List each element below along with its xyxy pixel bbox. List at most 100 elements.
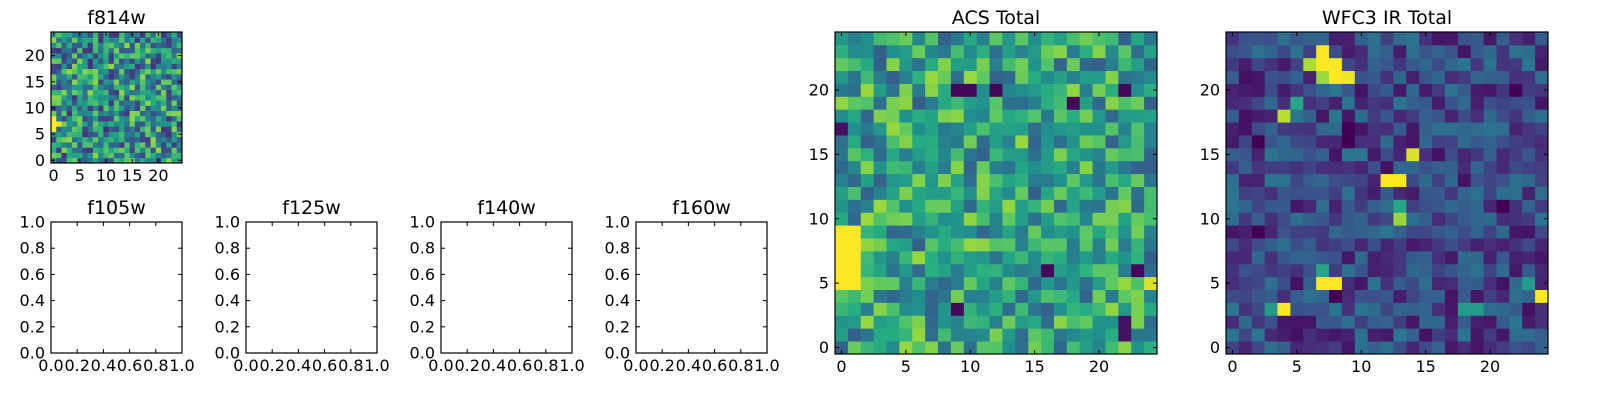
- heatmap-cell: [1522, 341, 1536, 355]
- heatmap-cell: [1066, 160, 1081, 175]
- heatmap-cell: [873, 173, 887, 187]
- heatmap-cell: [171, 63, 178, 70]
- heatmap-cell: [1251, 225, 1266, 239]
- heatmap-cell: [66, 126, 73, 132]
- heatmap-cell: [1329, 341, 1343, 355]
- heatmap-cell: [1238, 289, 1253, 303]
- heatmap-cell: [963, 135, 978, 149]
- heatmap-cell: [1419, 160, 1433, 175]
- heatmap-cell: [145, 32, 151, 38]
- heatmap-cell: [108, 126, 115, 132]
- heatmap-cell: [92, 131, 99, 138]
- heatmap-cell: [1496, 315, 1510, 329]
- heatmap-cell: [1470, 44, 1484, 59]
- heatmap-cell: [108, 142, 115, 148]
- heatmap-cell: [1316, 238, 1330, 252]
- heatmap-cell: [1226, 135, 1240, 149]
- y-tick-label: 0: [1210, 338, 1220, 357]
- heatmap-cell: [1251, 135, 1266, 149]
- heatmap-cell: [124, 73, 130, 80]
- heatmap-cell: [98, 142, 104, 148]
- heatmap-cell: [1251, 289, 1266, 303]
- heatmap-cell: [1316, 70, 1330, 84]
- y-tick-label: 10: [809, 209, 829, 228]
- heatmap-cell: [1496, 135, 1510, 149]
- heatmap-cell: [87, 32, 94, 38]
- heatmap-cell: [1238, 83, 1253, 97]
- heatmap-cell: [1509, 57, 1523, 72]
- heatmap-cell: [1028, 83, 1042, 97]
- heatmap-cell: [113, 32, 120, 38]
- heatmap-cell: [1509, 44, 1523, 59]
- heatmap-cell: [1092, 173, 1106, 187]
- heatmap-cell: [1053, 109, 1068, 123]
- heatmap-cell: [1028, 147, 1042, 162]
- heatmap-cell: [1316, 341, 1330, 355]
- heatmap-cell: [950, 315, 965, 329]
- heatmap-cell: [1105, 250, 1119, 265]
- heatmap-cell: [171, 131, 178, 138]
- heatmap-cell: [1079, 70, 1093, 84]
- heatmap-cell: [145, 105, 151, 111]
- heatmap-cell: [129, 115, 136, 122]
- heatmap-cell: [912, 44, 926, 59]
- heatmap-cell: [98, 126, 104, 132]
- y-tick-label: 15: [809, 145, 829, 164]
- heatmap-cell: [925, 199, 939, 213]
- x-tick-label: 0.0: [233, 356, 258, 375]
- heatmap-cell: [925, 135, 939, 149]
- heatmap-cell: [899, 186, 913, 200]
- heatmap-cell: [1264, 83, 1278, 97]
- heatmap-cell: [938, 57, 952, 72]
- heatmap-cell: [1367, 302, 1381, 316]
- heatmap-cell: [56, 89, 62, 96]
- heatmap-cell: [847, 147, 862, 162]
- heatmap-cell: [1419, 263, 1433, 278]
- heatmap-cell: [1354, 328, 1369, 342]
- heatmap-cell: [950, 122, 965, 136]
- heatmap-cell: [1131, 44, 1145, 59]
- heatmap-cell: [155, 89, 162, 96]
- heatmap-cell: [56, 157, 62, 164]
- heatmap-cell: [1535, 70, 1549, 84]
- heatmap-cell: [1238, 212, 1253, 226]
- heatmap-cell: [899, 83, 913, 97]
- heatmap-cell: [1509, 199, 1523, 213]
- heatmap-cell: [61, 79, 68, 85]
- heatmap-cell: [108, 115, 115, 122]
- heatmap-cell: [87, 94, 94, 101]
- y-tick-label: 0.8: [605, 239, 630, 258]
- heatmap-cell: [1522, 96, 1536, 110]
- heatmap-cell: [1066, 341, 1081, 355]
- heatmap-cell: [899, 263, 913, 278]
- heatmap-cell: [108, 157, 115, 164]
- heatmap-cell: [150, 84, 157, 91]
- heatmap-cell: [1303, 83, 1317, 97]
- heatmap-cell: [134, 142, 141, 148]
- heatmap-cell: [176, 147, 183, 153]
- heatmap-cell: [1457, 263, 1472, 278]
- heatmap-cell: [1483, 96, 1497, 110]
- heatmap-cell: [92, 110, 99, 117]
- heatmap-cell: [66, 63, 73, 70]
- heatmap-cell: [113, 110, 120, 117]
- heatmap-cell: [77, 89, 83, 96]
- heatmap-cell: [176, 84, 183, 91]
- heatmap-cell: [989, 263, 1003, 278]
- heatmap-cell: [129, 152, 136, 159]
- heatmap-cell: [87, 47, 94, 54]
- heatmap-cell: [119, 42, 125, 49]
- heatmap-cell: [989, 147, 1003, 162]
- heatmap-cell: [1367, 57, 1381, 72]
- heatmap-cell: [155, 110, 162, 117]
- heatmap-cell: [1028, 173, 1042, 187]
- panel-title: f125w: [282, 197, 341, 219]
- heatmap-cell: [56, 84, 62, 91]
- heatmap-cell: [56, 79, 62, 85]
- heatmap-cell: [1406, 96, 1420, 110]
- heatmap-cell: [1144, 83, 1158, 97]
- heatmap-cell: [1380, 96, 1394, 110]
- heatmap-cell: [1041, 44, 1055, 59]
- axes-frame: [440, 221, 573, 354]
- heatmap-cell: [1522, 225, 1536, 239]
